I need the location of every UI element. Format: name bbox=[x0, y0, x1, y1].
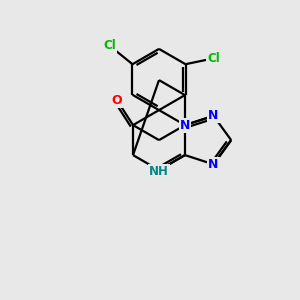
Text: Cl: Cl bbox=[103, 39, 116, 52]
Text: N: N bbox=[180, 118, 190, 132]
Text: N: N bbox=[208, 158, 219, 171]
Text: O: O bbox=[111, 94, 122, 107]
Text: Cl: Cl bbox=[207, 52, 220, 65]
Text: N: N bbox=[208, 109, 219, 122]
Text: NH: NH bbox=[149, 165, 169, 178]
